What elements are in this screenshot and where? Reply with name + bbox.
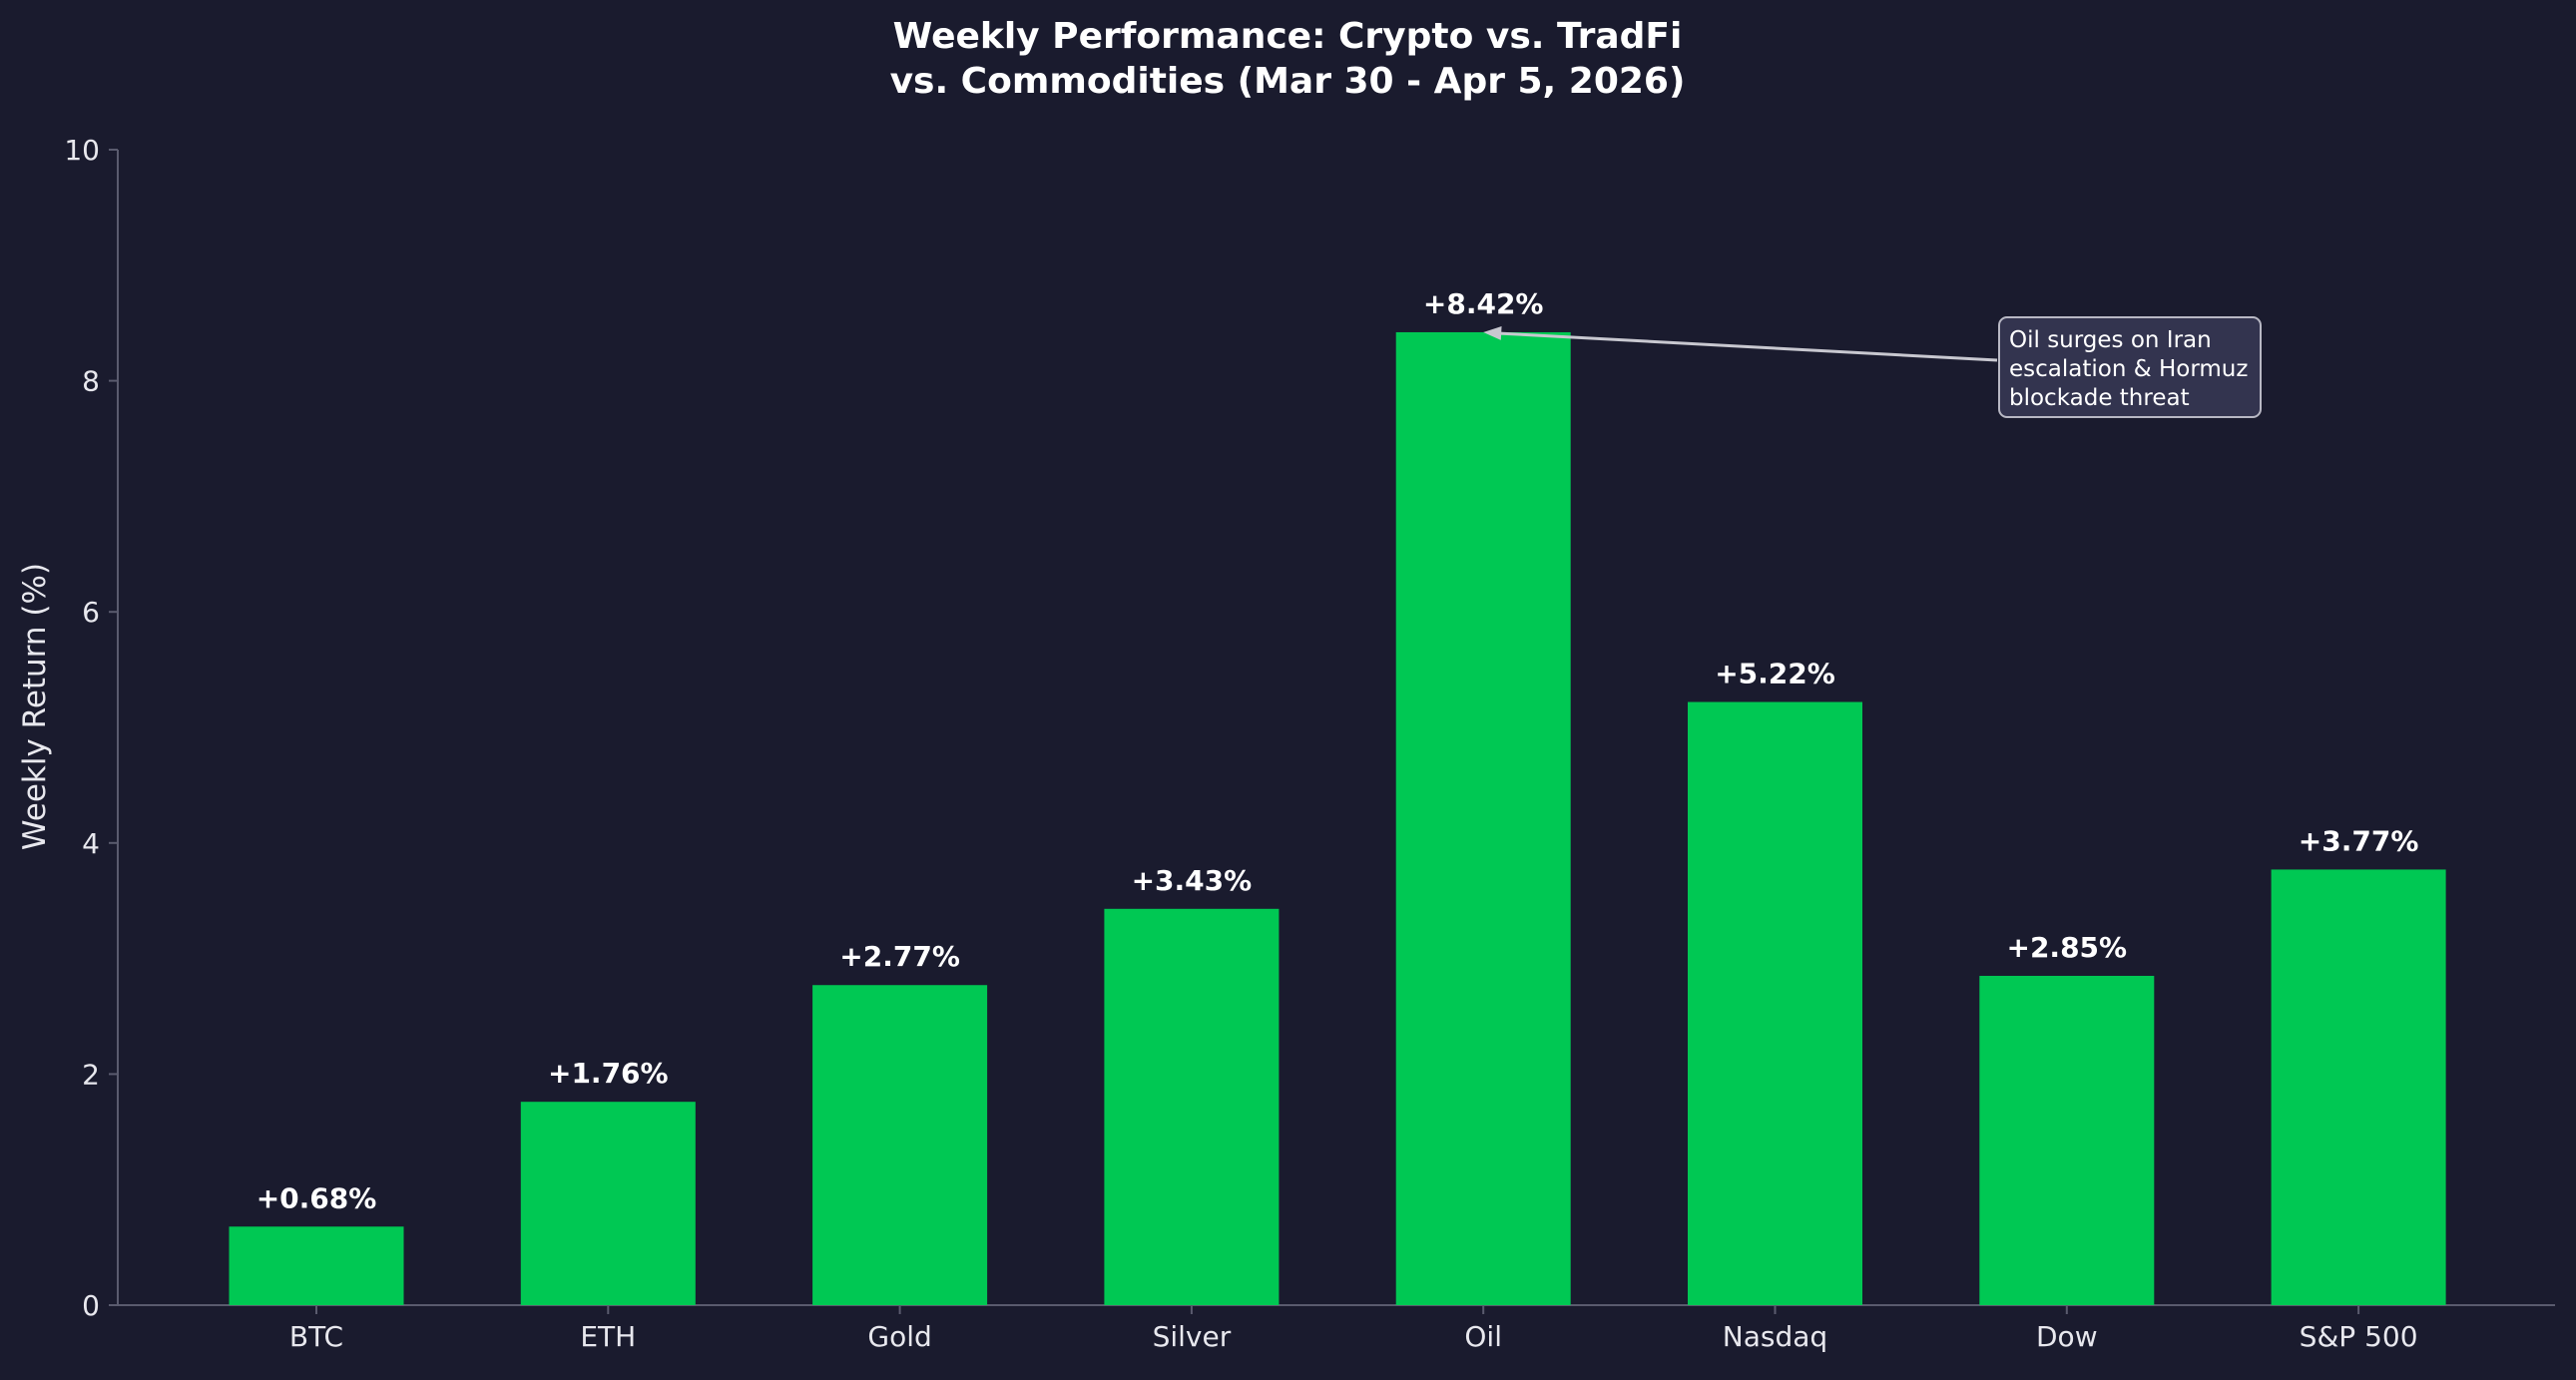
x-tick-label: ETH (580, 1320, 636, 1353)
annotation-text-line-1: Oil surges on Iran (2009, 327, 2212, 353)
x-axis-ticks: BTC ETH Gold Silver Oil Nasdaq Dow S&P 500 (289, 1305, 2418, 1353)
x-tick-label: Dow (2036, 1320, 2098, 1353)
bar-value-label: +2.85% (2006, 931, 2127, 964)
bar-value-label: +3.77% (2299, 824, 2419, 857)
bar (520, 1102, 696, 1305)
x-tick-label: Oil (1464, 1320, 1502, 1353)
y-tick-label: 10 (64, 134, 100, 167)
y-tick-label: 4 (82, 827, 100, 860)
annotation-arrow (1497, 331, 1998, 362)
y-tick-label: 0 (82, 1289, 100, 1322)
bar (229, 1226, 404, 1305)
bar-value-label: +0.68% (257, 1181, 377, 1214)
bar (812, 985, 988, 1305)
y-axis-ticks: 0 2 4 6 8 10 (64, 134, 118, 1322)
annotation: Oil surges on Iran escalation & Hormuz b… (1483, 316, 2262, 418)
bar (1688, 701, 1862, 1305)
x-tick-label: S&P 500 (2300, 1320, 2418, 1353)
annotation-box (1998, 316, 2262, 418)
bar-value-label: +3.43% (1132, 864, 1253, 897)
y-axis-label: Weekly Return (%) (17, 563, 53, 850)
annotation-text-line-3: blockade threat (2009, 385, 2190, 411)
chart-title-line-1: Weekly Performance: Crypto vs. TradFi (893, 16, 1683, 57)
bar-value-label: +5.22% (1715, 658, 1835, 690)
x-tick-label: Gold (867, 1320, 931, 1353)
x-tick-label: Silver (1153, 1320, 1232, 1353)
y-tick-label: 6 (82, 596, 100, 629)
value-labels: +0.68% +1.76% +2.77% +3.43% +8.42% +5.22% +2.8… (257, 287, 2419, 1214)
bars (229, 331, 2446, 1305)
bar (2271, 869, 2446, 1305)
x-tick-label: Nasdaq (1723, 1320, 1827, 1353)
x-tick-label: BTC (289, 1320, 343, 1353)
chart-title: Weekly Performance: Crypto vs. TradFi vs… (890, 16, 1686, 102)
bar (1395, 331, 1571, 1305)
chart-title-line-2: vs. Commodities (Mar 30 - Apr 5, 2026) (890, 61, 1686, 102)
bar-value-label: +1.76% (548, 1057, 669, 1090)
annotation-arrow-head (1483, 325, 1502, 340)
y-tick-label: 2 (82, 1058, 100, 1091)
y-tick-label: 8 (82, 365, 100, 398)
bar-value-label: +8.42% (1423, 287, 1544, 320)
bar (1979, 975, 2155, 1305)
bar (1104, 908, 1280, 1305)
bar-value-label: +2.77% (839, 940, 960, 973)
annotation-text-line-2: escalation & Hormuz (2009, 356, 2248, 382)
